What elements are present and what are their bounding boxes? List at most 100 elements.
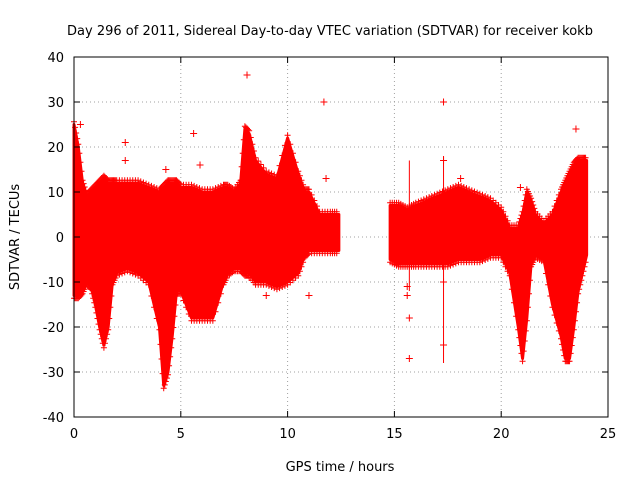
envelope-marker	[579, 272, 586, 279]
envelope-marker	[517, 342, 524, 349]
y-tick-label: -40	[43, 411, 64, 426]
envelope-marker	[412, 199, 419, 206]
envelope-marker	[157, 341, 164, 348]
envelope-marker	[560, 346, 567, 353]
envelope-marker	[148, 292, 155, 299]
envelope-marker	[164, 371, 171, 378]
envelope-marker	[551, 312, 558, 319]
envelope-marker	[439, 188, 446, 195]
envelope-marker	[162, 378, 169, 385]
envelope-marker	[239, 150, 246, 157]
envelope-marker	[91, 299, 98, 306]
y-axis-label: SDTVAR / TECUs	[8, 184, 23, 291]
envelope-marker	[108, 292, 115, 299]
y-tick-label: 40	[47, 51, 64, 66]
outlier-point	[572, 125, 580, 133]
envelope-marker	[431, 191, 438, 198]
envelope-marker	[116, 271, 123, 278]
envelope-marker	[161, 381, 168, 388]
envelope-marker	[94, 315, 101, 322]
envelope-marker	[420, 196, 427, 203]
data-layer	[71, 71, 589, 392]
envelope-marker	[78, 168, 85, 175]
envelope-marker	[295, 272, 302, 279]
envelope-marker	[515, 326, 522, 333]
y-tick-label: 0	[56, 231, 64, 246]
envelope-marker	[279, 283, 286, 290]
envelope-marker	[521, 337, 528, 344]
envelope-marker	[553, 319, 560, 326]
envelope-marker	[79, 177, 86, 184]
envelope-marker	[522, 327, 529, 334]
envelope-marker	[276, 162, 283, 169]
envelope-marker	[265, 169, 272, 176]
envelope-marker	[153, 315, 160, 322]
envelope-marker	[246, 127, 253, 134]
envelope-marker	[574, 299, 581, 306]
envelope-marker	[129, 270, 136, 277]
envelope-marker	[500, 259, 507, 266]
envelope-marker	[74, 135, 81, 142]
envelope-marker	[300, 181, 307, 188]
outlier-point	[121, 139, 129, 146]
envelope-marker	[281, 282, 288, 289]
outlier-point	[245, 274, 253, 281]
y-tick-label: -30	[43, 366, 64, 381]
envelope-marker	[145, 181, 152, 188]
envelope-marker	[458, 182, 465, 189]
envelope-marker	[582, 259, 589, 266]
envelope-marker	[558, 335, 565, 342]
envelope-marker	[105, 326, 112, 333]
envelope-marker	[250, 148, 257, 155]
envelope-marker	[87, 285, 94, 292]
envelope-marker	[140, 179, 147, 186]
envelope-marker	[209, 186, 216, 193]
outlier-point	[158, 274, 166, 281]
envelope-marker	[237, 177, 244, 184]
outlier-point	[320, 98, 328, 106]
outlier-point	[440, 157, 448, 164]
outlier-point	[405, 314, 413, 322]
envelope-marker	[217, 290, 224, 297]
envelope-marker	[170, 324, 177, 331]
envelope-marker	[518, 212, 525, 219]
envelope-marker	[240, 136, 247, 143]
outlier-point	[403, 292, 411, 299]
envelope-marker	[156, 326, 163, 333]
outlier-point	[305, 292, 313, 299]
envelope-marker	[289, 150, 296, 157]
envelope-marker	[543, 270, 550, 277]
envelope-marker	[578, 277, 585, 284]
envelope-marker	[504, 268, 511, 275]
envelope-marker	[436, 189, 443, 196]
envelope-marker	[249, 141, 256, 148]
envelope-marker	[415, 198, 422, 205]
envelope-marker	[519, 358, 526, 365]
envelope-marker	[212, 308, 219, 315]
envelope-marker	[555, 327, 562, 334]
envelope-marker	[568, 342, 575, 349]
sdtvar-band-2	[388, 159, 589, 360]
envelope-marker	[460, 184, 467, 191]
envelope-marker	[513, 313, 520, 320]
outlier-point	[262, 292, 270, 299]
envelope-marker	[524, 304, 531, 311]
envelope-marker	[531, 205, 538, 212]
outlier-point	[457, 175, 465, 182]
envelope-marker	[311, 197, 318, 204]
envelope-marker	[423, 195, 430, 202]
x-tick-label: 20	[493, 427, 510, 442]
envelope-marker	[177, 290, 184, 297]
envelope-marker	[143, 180, 150, 187]
envelope-marker	[271, 171, 278, 178]
envelope-marker	[500, 208, 507, 215]
sdtvar-band-1	[72, 123, 341, 387]
envelope-marker	[426, 194, 433, 201]
envelope-marker	[260, 164, 267, 171]
envelope-marker	[263, 281, 270, 288]
envelope-marker	[506, 272, 513, 279]
envelope-marker	[273, 286, 280, 293]
envelope-marker	[90, 295, 97, 302]
envelope-marker	[555, 191, 562, 198]
